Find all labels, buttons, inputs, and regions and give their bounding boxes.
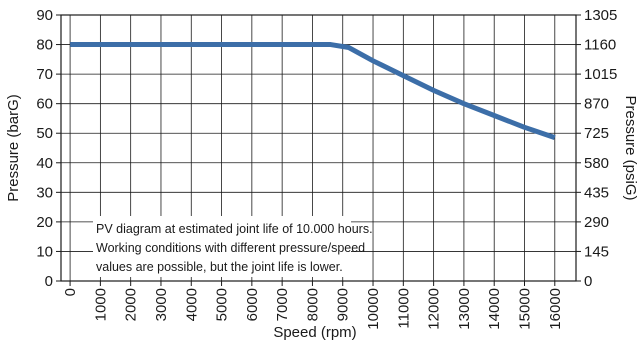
y-tick-label-left: 70 xyxy=(36,66,53,83)
annotation-background xyxy=(93,216,351,277)
y-tick-label-right: 580 xyxy=(584,155,609,172)
x-tick-label: 2000 xyxy=(123,288,140,321)
x-tick-label: 10000 xyxy=(365,288,382,330)
annotation-line-2: Working conditions with different pressu… xyxy=(96,241,365,255)
x-tick-label: 3000 xyxy=(153,288,170,321)
data-series xyxy=(70,42,556,141)
x-tick-label: 12000 xyxy=(426,288,443,330)
x-tick-label: 9000 xyxy=(335,288,352,321)
x-axis-label: Speed (rpm) xyxy=(273,324,356,341)
y-tick-label-right: 870 xyxy=(584,96,609,113)
y-tick-label-left: 40 xyxy=(36,155,53,172)
y-tick-label-right: 1305 xyxy=(584,7,617,24)
y-tick-label-left: 30 xyxy=(36,184,53,201)
x-tick-label: 15000 xyxy=(517,288,534,330)
y-tick-label-right: 290 xyxy=(584,214,609,231)
axis-ticks: 0 0 10 145 20 290 30 435 40 580 50 725 60 870 70 1015 80… xyxy=(36,7,617,330)
y-tick-label-right: 725 xyxy=(584,125,609,142)
y-tick-label-left: 90 xyxy=(36,7,53,24)
x-tick-label: 5000 xyxy=(214,288,231,321)
x-tick-label: 6000 xyxy=(244,288,261,321)
y-tick-label-left: 0 xyxy=(45,273,53,290)
x-tick-label: 7000 xyxy=(274,288,291,321)
y-axis-label-left: Pressure (barG) xyxy=(5,94,22,202)
x-tick-label: 11000 xyxy=(395,288,412,329)
annotation-box: PV diagram at estimated joint life of 10… xyxy=(93,216,373,277)
y-axis-label-right: Pressure (psiG) xyxy=(622,95,639,200)
y-tick-label-left: 80 xyxy=(36,37,53,54)
annotation-line-3: values are possible, but the joint life … xyxy=(96,260,343,274)
x-tick-label: 0 xyxy=(62,288,79,296)
y-tick-label-right: 435 xyxy=(584,184,609,201)
y-tick-label-right: 1160 xyxy=(584,37,616,54)
y-tick-label-right: 145 xyxy=(584,243,609,260)
x-tick-label: 1000 xyxy=(92,288,109,321)
y-tick-label-left: 50 xyxy=(36,125,53,142)
y-tick-label-left: 20 xyxy=(36,214,53,231)
y-tick-label-right: 1015 xyxy=(584,66,617,83)
y-tick-label-left: 60 xyxy=(36,96,53,113)
y-tick-label-right: 0 xyxy=(584,273,592,290)
x-tick-label: 16000 xyxy=(547,288,564,330)
plot-frame xyxy=(60,14,577,282)
x-tick-label: 4000 xyxy=(183,288,200,321)
pressure-speed-limit-line xyxy=(70,42,556,141)
x-tick-label: 14000 xyxy=(486,288,503,330)
x-tick-label: 13000 xyxy=(456,288,473,330)
y-tick-label-left: 10 xyxy=(36,243,53,260)
annotation-line-1: PV diagram at estimated joint life of 10… xyxy=(96,222,373,236)
x-tick-label: 8000 xyxy=(304,288,321,321)
